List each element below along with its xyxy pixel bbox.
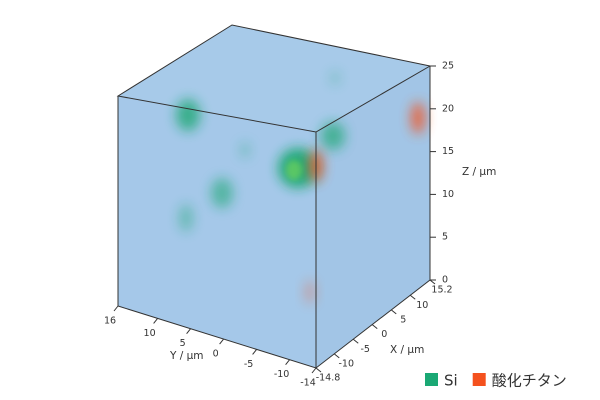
y-tick-label: 0 — [213, 349, 219, 360]
legend-swatch — [472, 373, 486, 386]
volume-blob — [411, 102, 425, 134]
volume-blob-core — [286, 160, 302, 180]
y-axis-title: Y / µm — [169, 350, 204, 362]
volume-blob — [321, 122, 345, 150]
y-tick — [113, 305, 119, 312]
z-tick-label: 5 — [442, 232, 448, 243]
x-tick-label: 5 — [400, 314, 406, 325]
x-tick — [315, 367, 322, 373]
y-tick-label: 5 — [180, 338, 186, 349]
y-tick — [153, 318, 158, 324]
blobs — [176, 71, 425, 304]
volume-blob — [176, 99, 200, 131]
legend-swatch — [425, 373, 438, 386]
x-tick-label: -14.8 — [316, 373, 341, 384]
z-tick-label: 20 — [442, 103, 454, 114]
volume-blob — [179, 204, 193, 232]
x-tick — [371, 324, 378, 329]
y-tick — [252, 349, 257, 355]
cube-right — [316, 66, 430, 368]
volume-blob — [240, 142, 250, 158]
z-tick-label: 25 — [442, 61, 454, 72]
y-tick-label: 10 — [144, 328, 156, 339]
y-tick — [186, 328, 191, 335]
x-tick-label: 10 — [416, 300, 428, 311]
z-tick-label: 15 — [442, 146, 454, 157]
volume-blob — [211, 178, 233, 208]
z-axis-title: Z / µm — [462, 166, 496, 178]
y-tick — [219, 338, 224, 345]
legend-label: Si — [444, 372, 458, 390]
z-tick-label: 0 — [442, 275, 448, 286]
legend: Si 酸化チタン — [425, 372, 567, 390]
x-axis-title: X / µm — [390, 344, 424, 356]
y-tick-label: 16 — [104, 316, 116, 327]
y-tick — [285, 359, 290, 366]
volume-blob — [305, 280, 315, 304]
x-tick — [409, 294, 416, 300]
x-tick — [429, 279, 436, 285]
legend-label: 酸化チタン — [492, 372, 567, 390]
x-tick — [390, 309, 397, 315]
y-tick — [311, 367, 317, 374]
x-tick — [352, 338, 359, 344]
y-tick-label: -10 — [274, 369, 290, 380]
x-tick-label: 0 — [381, 329, 387, 340]
y-tick-label: -14 — [300, 378, 316, 389]
x-tick — [333, 353, 340, 359]
x-tick-label: -10 — [338, 358, 354, 369]
x-tick-label: 15.2 — [431, 285, 452, 296]
z-tick-label: 10 — [442, 189, 454, 200]
cube-front — [118, 96, 316, 368]
y-tick-label: -5 — [244, 359, 253, 370]
volume-blob — [330, 71, 340, 85]
x-tick-label: -5 — [360, 344, 369, 355]
